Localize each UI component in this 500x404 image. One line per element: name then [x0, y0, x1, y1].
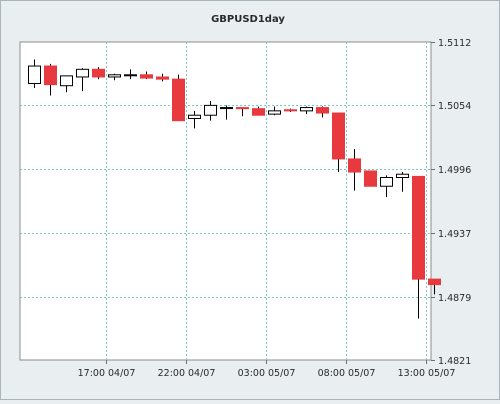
- candle-down: [412, 175, 425, 319]
- candle-down: [348, 149, 361, 191]
- candle-body: [316, 107, 329, 114]
- candle-down: [428, 278, 441, 295]
- candle-body: [188, 114, 201, 119]
- candle-up: [60, 75, 73, 93]
- candle-body: [236, 107, 249, 110]
- y-tick-label: 1.5112: [438, 38, 471, 49]
- candle-up: [28, 59, 41, 88]
- plot-area: [19, 41, 432, 361]
- candle-body: [252, 108, 265, 116]
- grid-lines: [20, 42, 431, 360]
- candle-body: [428, 278, 441, 286]
- candle-body: [156, 76, 169, 80]
- y-tick-label: 1.4879: [438, 293, 471, 304]
- candle-up: [220, 105, 233, 120]
- candle-body: [332, 112, 345, 160]
- candle-up: [124, 69, 137, 80]
- y-tick-label: 1.4821: [438, 356, 471, 367]
- x-tick-label: 13:00 05/07: [398, 368, 456, 379]
- candle-body: [348, 158, 361, 173]
- candle-body: [284, 109, 297, 112]
- candle-body: [76, 68, 89, 78]
- candle-body: [300, 107, 313, 112]
- candle-down: [252, 106, 265, 116]
- candle-body: [220, 107, 233, 110]
- candles: [28, 59, 441, 319]
- candle-body: [124, 74, 137, 77]
- candle-down: [332, 112, 345, 173]
- candle-body: [364, 170, 377, 187]
- candle-down: [44, 63, 57, 96]
- candle-body: [44, 65, 57, 86]
- candle-body: [140, 74, 153, 79]
- candle-body: [412, 175, 425, 280]
- candle-body: [396, 173, 409, 179]
- x-tick-label: 08:00 05/07: [318, 368, 376, 379]
- y-tick-label: 1.4996: [438, 165, 471, 176]
- candle-body: [380, 177, 393, 187]
- candle-body: [268, 110, 281, 115]
- candle-up: [380, 175, 393, 198]
- candle-up: [76, 68, 89, 92]
- candle-body: [108, 74, 121, 78]
- candle-body: [28, 65, 41, 85]
- candle-down: [284, 108, 297, 112]
- x-tick-label: 22:00 04/07: [158, 368, 216, 379]
- candle-down: [364, 170, 377, 187]
- axes: 1.5112 1.5054 1.4996 1.4937 1.4879 1.4821 17:0…: [78, 38, 472, 379]
- x-tick-label: 03:00 05/07: [238, 368, 296, 379]
- candle-body: [204, 104, 217, 116]
- candle-up: [108, 73, 121, 81]
- candle-down: [316, 106, 329, 118]
- candle-down: [156, 73, 169, 82]
- candle-body: [60, 75, 73, 87]
- candle-down: [236, 107, 249, 117]
- candle-up: [268, 106, 281, 116]
- candle-up: [396, 172, 409, 192]
- candle-down: [92, 67, 105, 80]
- candle-down: [140, 71, 153, 80]
- y-tick-label: 1.4937: [438, 229, 471, 240]
- candle-body: [172, 78, 185, 122]
- candle-body: [92, 68, 105, 78]
- candle-up: [300, 106, 313, 115]
- y-tick-label: 1.5054: [438, 101, 471, 112]
- candle-up: [204, 101, 217, 121]
- chart-title: GBPUSD1day: [211, 14, 285, 25]
- candle-up: [188, 110, 201, 129]
- candle-down: [172, 74, 185, 122]
- x-tick-label: 17:00 04/07: [78, 368, 136, 379]
